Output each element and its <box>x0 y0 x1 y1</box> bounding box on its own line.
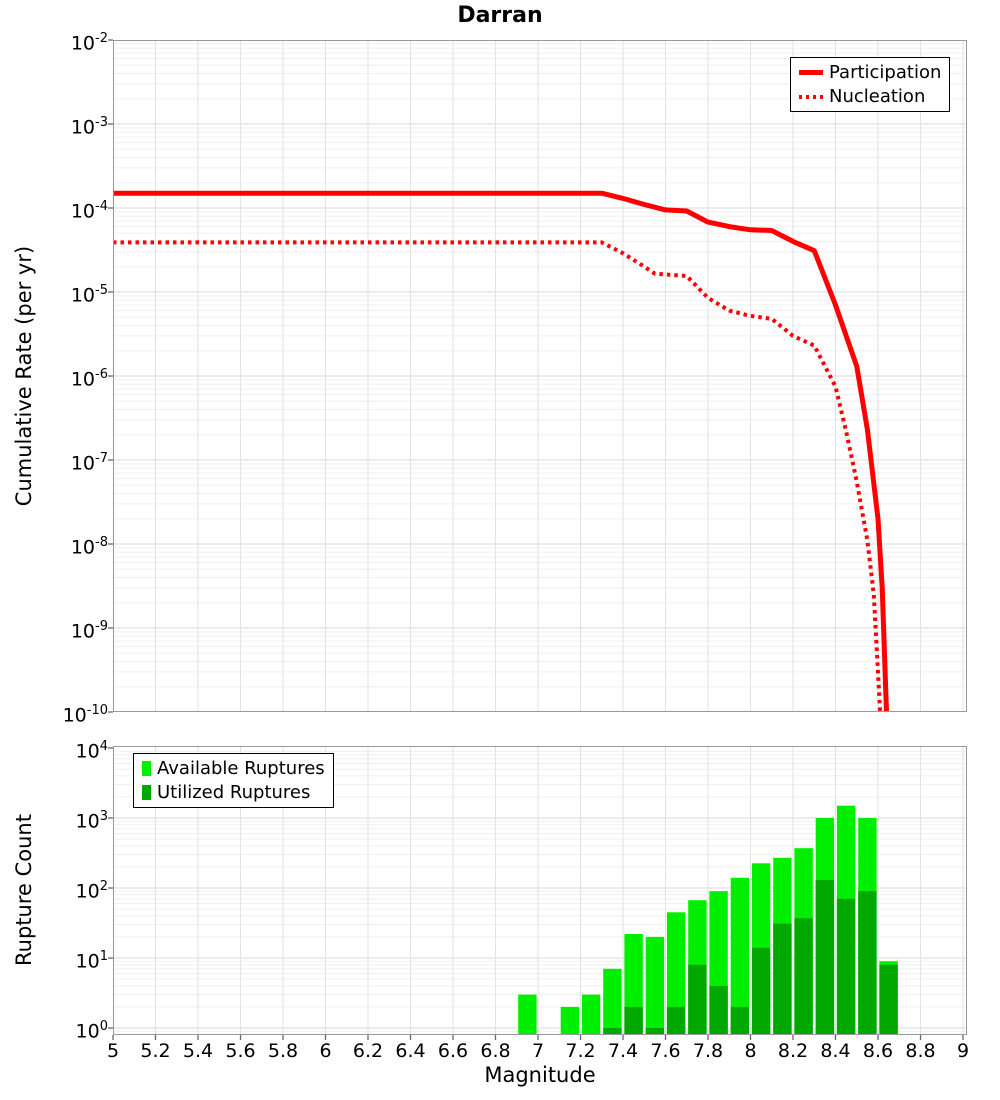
participation-line-swatch <box>799 70 823 75</box>
legend-label-participation: Participation <box>829 62 942 83</box>
x-tick-label: 6.6 <box>437 1040 469 1062</box>
utilized-bar <box>730 1006 750 1035</box>
available-bar <box>581 994 601 1035</box>
chart-title: Darran <box>457 3 543 28</box>
utilized-bar <box>815 880 835 1035</box>
legend-item-nucleation: Nucleation <box>799 86 941 107</box>
x-tick-label: 6.2 <box>352 1040 384 1062</box>
legend-item-available: Available Ruptures <box>142 758 325 779</box>
x-tick-label: 7.6 <box>650 1040 681 1062</box>
y-tick-label: 10-6 <box>70 367 108 391</box>
legend-item-utilized: Utilized Ruptures <box>142 782 325 803</box>
x-axis-title: Magnitude <box>484 1063 596 1087</box>
x-tick-label: 7.8 <box>692 1040 724 1062</box>
x-tick-label: 6.4 <box>395 1040 426 1062</box>
available-bar <box>518 994 537 1035</box>
available-bar <box>666 912 686 1035</box>
utilized-bar <box>624 1006 643 1035</box>
y-tick-label: 10-8 <box>70 535 108 559</box>
x-tick-label: 8 <box>744 1040 757 1062</box>
y-tick-label: 101 <box>75 949 108 973</box>
x-tick-label: 7.4 <box>607 1040 639 1062</box>
utilized-bar <box>858 891 877 1035</box>
y-tick-label: 10-4 <box>70 199 108 223</box>
utilized-bar <box>773 923 792 1035</box>
x-tick-label: 6 <box>319 1040 332 1062</box>
x-tick-label: 8.8 <box>905 1040 936 1062</box>
cumulative-rate-plot <box>108 39 967 713</box>
x-tick-label: 6.8 <box>480 1040 511 1062</box>
utilized-ruptures-swatch <box>142 785 151 800</box>
x-tick-label: 8.2 <box>777 1040 809 1062</box>
x-tick-label: 5 <box>106 1040 120 1062</box>
plot-frame <box>113 40 967 712</box>
y-tick-label: 10-5 <box>70 283 108 307</box>
participation-curve <box>113 190 889 713</box>
available-bar <box>603 968 622 1035</box>
nucleation-line-swatch <box>799 94 823 99</box>
x-tick-label: 5.8 <box>267 1040 299 1062</box>
utilized-bar <box>836 898 856 1035</box>
legend-label-available: Available Ruptures <box>157 758 325 779</box>
rupture-count-plot <box>108 746 967 1040</box>
x-tick-label: 8.6 <box>862 1040 894 1062</box>
utilized-bar <box>879 964 898 1035</box>
available-bar <box>560 1006 580 1035</box>
x-tick-label: 7.2 <box>565 1040 596 1062</box>
utilized-bar <box>794 918 813 1035</box>
x-tick-label: 8.4 <box>820 1040 851 1062</box>
y-tick-label: 10-7 <box>70 451 108 475</box>
nucleation-curve <box>113 240 883 713</box>
x-tick-label: 9 <box>956 1040 970 1062</box>
utilized-bar <box>751 947 771 1035</box>
utilized-bar <box>688 964 707 1035</box>
x-tick-label: 5.2 <box>140 1040 171 1062</box>
available-bar <box>645 936 665 1035</box>
rupture-legend: Available Ruptures Utilized Ruptures <box>133 753 334 808</box>
x-tick-label: 7 <box>531 1040 545 1062</box>
y-tick-label: 10-9 <box>70 619 108 643</box>
x-tick-label: 5.6 <box>225 1040 256 1062</box>
legend-item-participation: Participation <box>799 62 941 83</box>
available-ruptures-swatch <box>142 761 151 776</box>
available-bar <box>730 877 750 1035</box>
x-tick-label: 5.4 <box>182 1040 214 1062</box>
legend-label-utilized: Utilized Ruptures <box>157 782 311 803</box>
utilized-bar <box>709 985 728 1035</box>
plot-frame <box>113 746 967 1035</box>
utilized-bar <box>645 1028 665 1035</box>
y-tick-label: 10-2 <box>70 31 108 55</box>
utilized-bar <box>666 1006 686 1035</box>
y-tick-label: 102 <box>75 879 108 903</box>
legend-label-nucleation: Nucleation <box>829 86 926 107</box>
y-tick-label: 10-10 <box>62 703 108 727</box>
rate-legend: Participation Nucleation <box>790 57 951 112</box>
y-tick-label: 104 <box>75 739 108 763</box>
y-tick-label: 103 <box>75 809 108 833</box>
utilized-bar <box>603 1028 622 1035</box>
y-tick-label: 100 <box>75 1019 108 1043</box>
y-tick-label: 10-3 <box>70 115 108 139</box>
